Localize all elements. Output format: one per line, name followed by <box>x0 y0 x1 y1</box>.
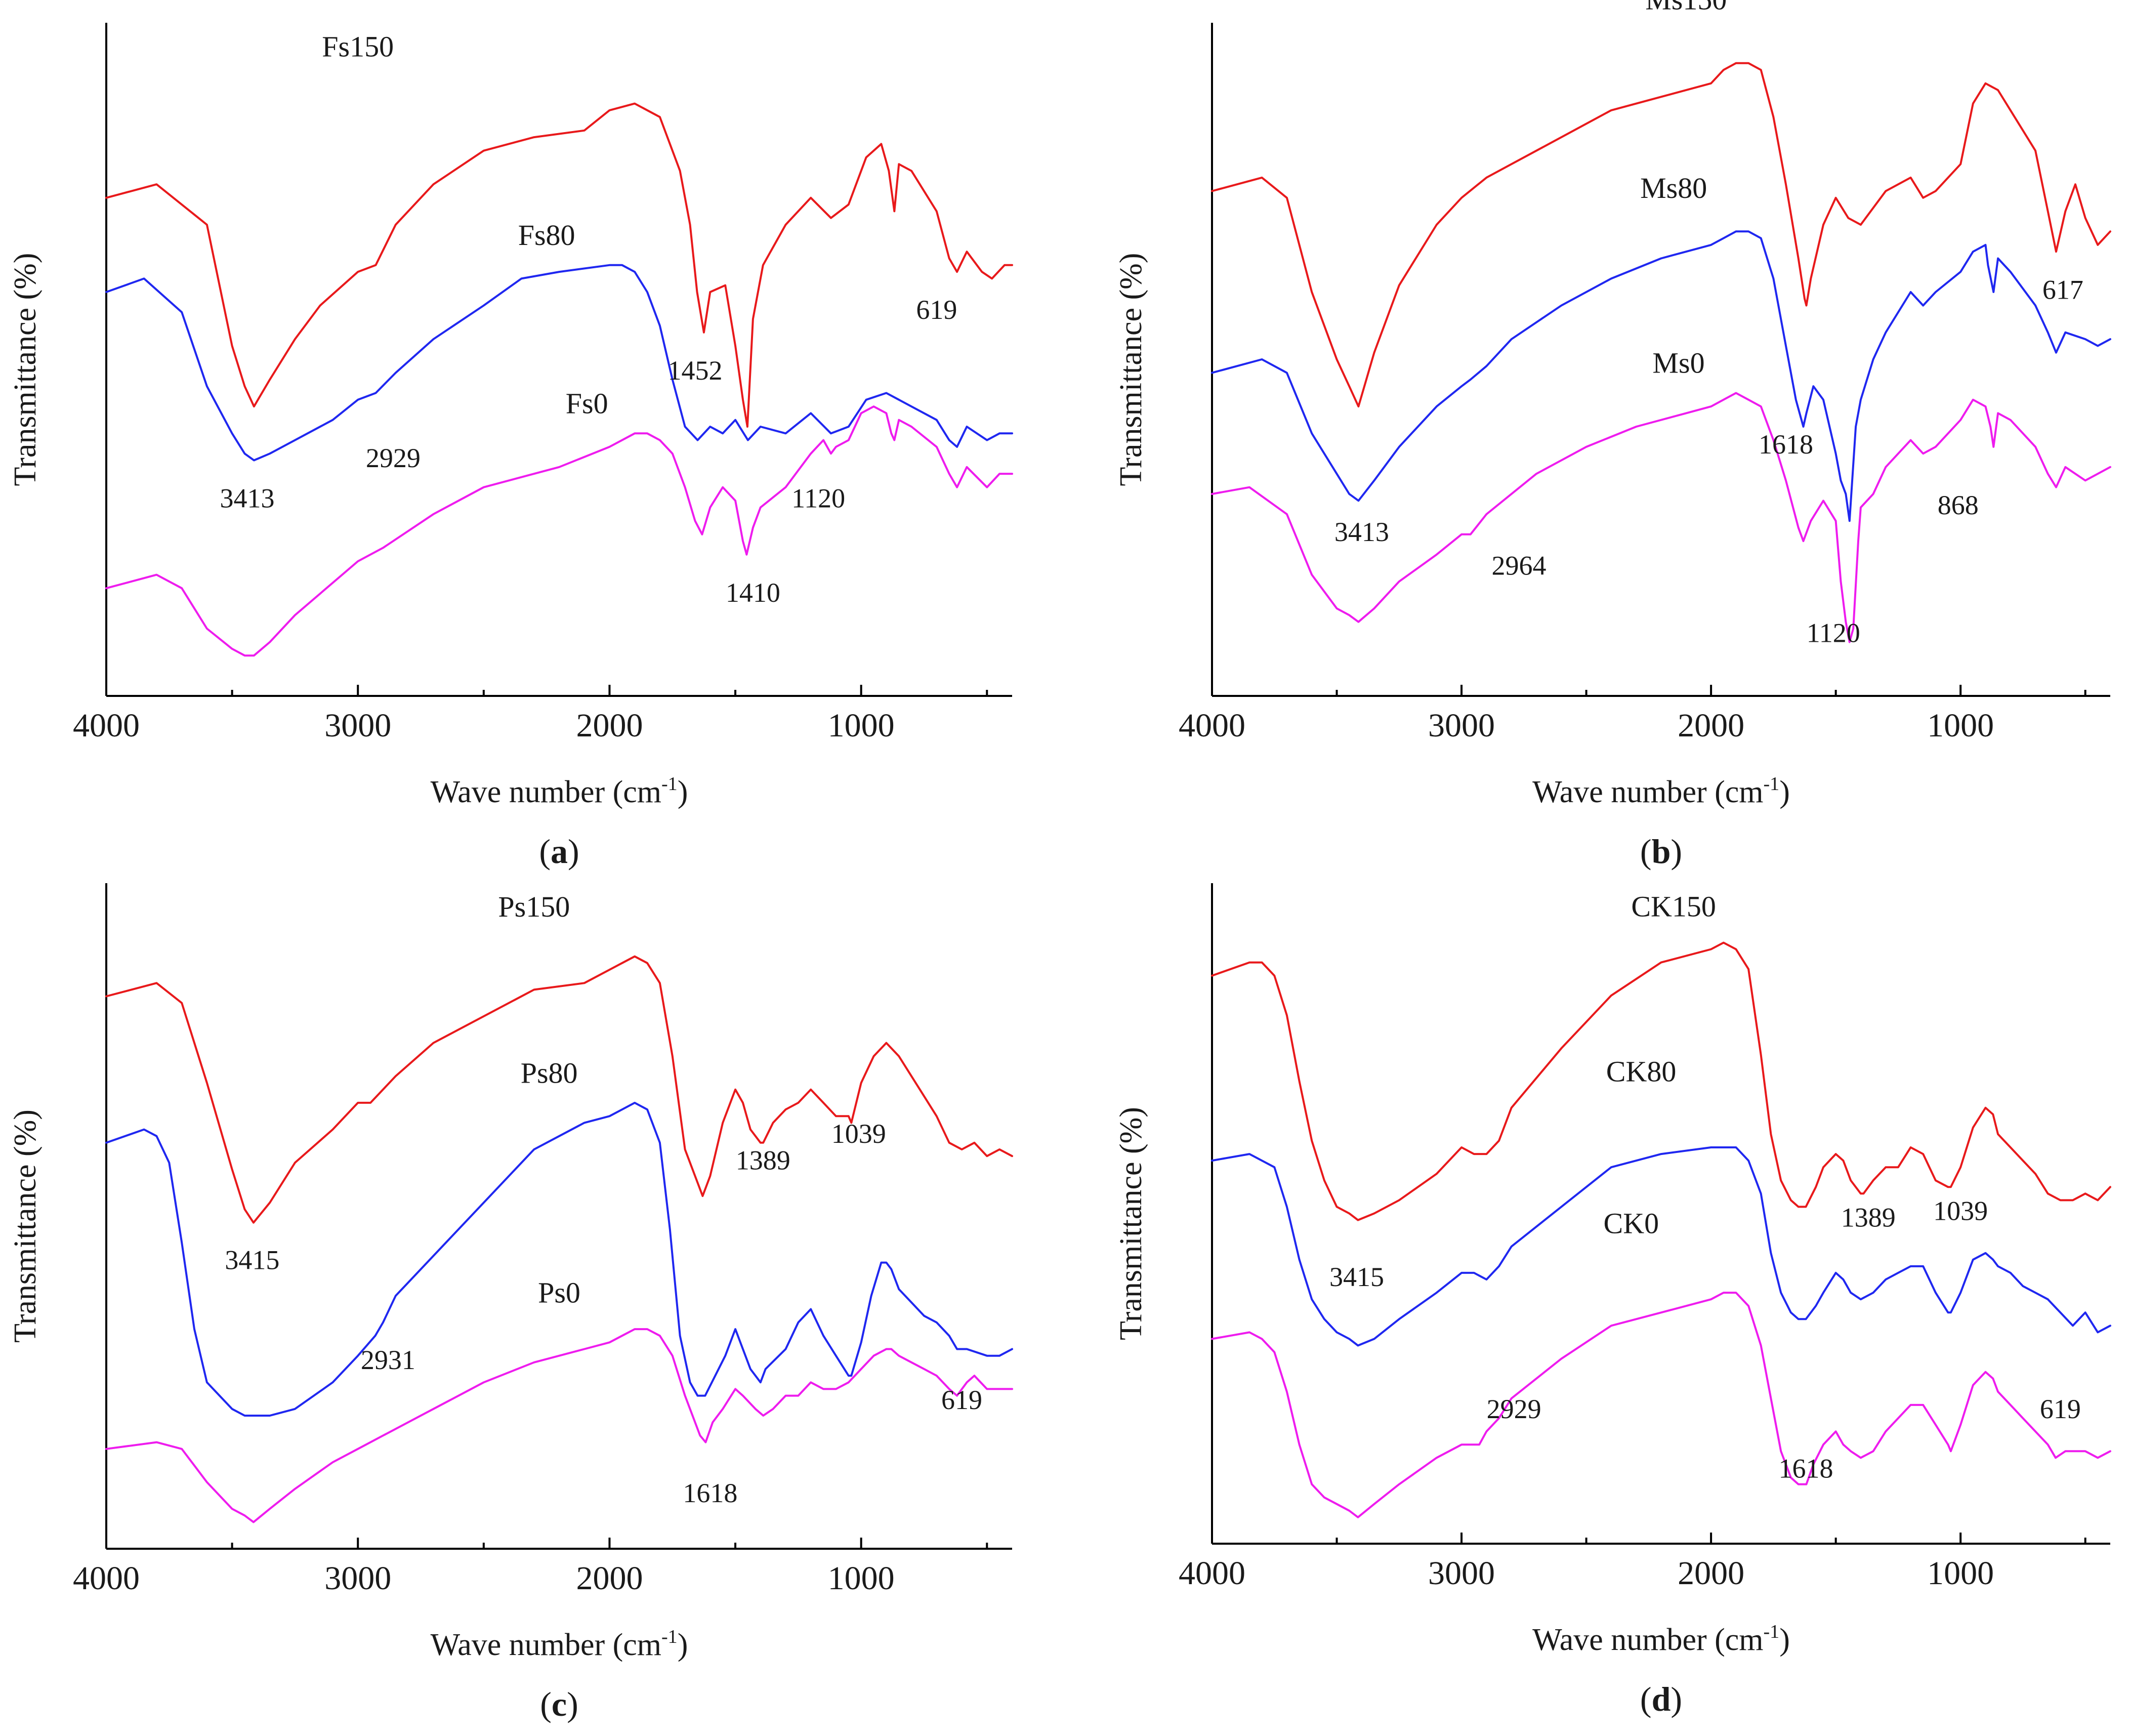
peak-label: 3415 <box>225 1245 279 1275</box>
series-label: Ms80 <box>1640 172 1707 204</box>
x-tick-label: 2000 <box>1678 707 1744 744</box>
peak-label: 1039 <box>1933 1196 1988 1226</box>
series-label: Ps80 <box>521 1057 578 1090</box>
peak-label: 1618 <box>1759 429 1813 460</box>
series-line-fs80 <box>105 264 1013 462</box>
x-tick-label: 1000 <box>1927 1555 1994 1592</box>
chart-panel-c: 4000 3000 2000 1000 Wave number (cm-1) Transm… <box>8 883 1013 1723</box>
peak-label: 1120 <box>791 483 845 514</box>
series-label: Ms0 <box>1652 347 1704 380</box>
x-tick-label: 1000 <box>1927 707 1994 744</box>
x-tick-label: 3000 <box>1428 707 1495 744</box>
x-tick-label: 2000 <box>1678 1555 1744 1592</box>
series-line-ps150 <box>105 955 1013 1224</box>
peak-label: 1120 <box>1807 618 1860 648</box>
x-tick-label: 4000 <box>1179 1555 1245 1592</box>
series-label: CK80 <box>1606 1055 1677 1088</box>
peak-label: 619 <box>916 295 957 325</box>
peak-label: 1618 <box>683 1478 737 1508</box>
panel-label: (c) <box>540 1685 578 1723</box>
peak-label: 1039 <box>831 1119 886 1149</box>
series-line-ms150 <box>1211 62 2111 408</box>
series-label: Ps0 <box>538 1276 580 1309</box>
series-line-ms80 <box>1211 230 2111 522</box>
peak-label: 619 <box>2040 1394 2081 1424</box>
x-tick-label: 1000 <box>828 707 895 744</box>
series-line-ms0 <box>1211 392 2111 643</box>
peak-label: 3413 <box>1334 517 1389 547</box>
series-label: Ms150 <box>1645 0 1727 16</box>
chart-panel-a: 4000 3000 2000 1000 Wave number (cm-1) Transm… <box>8 23 1013 871</box>
x-tick-label: 1000 <box>828 1560 895 1597</box>
series-label: CK0 <box>1604 1207 1659 1240</box>
x-tick-label: 4000 <box>1179 707 1245 744</box>
series-label: CK150 <box>1631 890 1716 923</box>
series-line-ps80 <box>105 1101 1013 1417</box>
series-line-ck150 <box>1211 941 2111 1221</box>
peak-label: 2929 <box>1487 1394 1541 1424</box>
y-axis-title: Transmittance (%) <box>8 1109 43 1343</box>
x-tick-label: 2000 <box>576 1560 643 1597</box>
chart-panel-b: 4000 3000 2000 1000 Wave number (cm-1) Transm… <box>1114 0 2111 871</box>
peak-label: 2931 <box>361 1345 415 1375</box>
series-line-ck80 <box>1211 1146 2111 1347</box>
series-line-fs0 <box>105 405 1013 657</box>
panel-label: (d) <box>1640 1680 1682 1718</box>
x-axis-title: Wave number (cm-1) <box>431 773 688 809</box>
peak-label: 1452 <box>668 355 723 386</box>
x-tick-label: 3000 <box>324 707 391 744</box>
panel-label: (b) <box>1640 832 1682 871</box>
peak-label: 1389 <box>1841 1203 1896 1233</box>
x-tick-label: 3000 <box>324 1560 391 1597</box>
x-tick-label: 3000 <box>1428 1555 1495 1592</box>
x-tick-label: 4000 <box>73 1560 140 1597</box>
x-tick-label: 2000 <box>576 707 643 744</box>
y-axis-title: Transmittance (%) <box>1114 1107 1148 1340</box>
peak-label: 617 <box>2042 274 2083 305</box>
series-label: Fs80 <box>518 219 575 252</box>
series-label: Ps150 <box>498 890 570 923</box>
peak-label: 2964 <box>1491 551 1546 581</box>
peak-label: 2929 <box>366 443 421 473</box>
x-tick-label: 4000 <box>73 707 140 744</box>
x-axis-title: Wave number (cm-1) <box>1532 773 1790 809</box>
peak-label: 1389 <box>736 1145 790 1175</box>
series-label: Fs150 <box>322 30 394 63</box>
series-line-fs150 <box>105 102 1013 428</box>
peak-label: 3413 <box>220 483 274 514</box>
chart-panel-d: 4000 3000 2000 1000 Wave number (cm-1) Transm… <box>1114 883 2111 1718</box>
panel-label: (a) <box>539 832 579 871</box>
x-axis-title: Wave number (cm-1) <box>431 1626 688 1662</box>
peak-label: 1410 <box>726 577 780 608</box>
peak-label: 868 <box>1938 490 1979 520</box>
y-axis-title: Transmittance (%) <box>8 253 43 486</box>
series-label: Fs0 <box>566 387 608 420</box>
y-axis-title: Transmittance (%) <box>1114 253 1148 486</box>
series-line-ps0 <box>105 1328 1013 1523</box>
peak-label: 1618 <box>1778 1454 1833 1484</box>
series-line-ck0 <box>1211 1292 2111 1518</box>
x-axis-title: Wave number (cm-1) <box>1532 1621 1790 1657</box>
peak-label: 3415 <box>1329 1262 1384 1292</box>
peak-label: 619 <box>941 1385 982 1415</box>
